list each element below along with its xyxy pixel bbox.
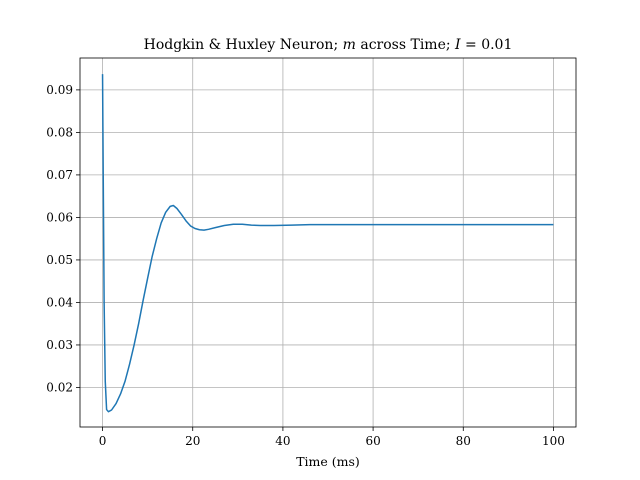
- y-tick-label: 0.03: [46, 338, 73, 352]
- ticks: 0 20 40 60 80 100 0.02 0.03 0.04 0.05 0.06 0.07 0.08…: [46, 83, 565, 448]
- x-tick-label: 100: [542, 434, 565, 448]
- title-var-m: m: [343, 37, 356, 53]
- title-middle: across Time;: [356, 37, 455, 53]
- y-tick-label: 0.07: [46, 168, 73, 182]
- x-tick-label: 40: [275, 434, 290, 448]
- title-suffix: = 0.01: [461, 37, 513, 53]
- x-tick-label: 80: [456, 434, 471, 448]
- x-tick-label: 0: [99, 434, 107, 448]
- y-tick-label: 0.04: [46, 295, 73, 309]
- x-axis-label: Time (ms): [296, 454, 360, 469]
- y-tick-label: 0.08: [46, 125, 73, 139]
- x-tick-label: 60: [365, 434, 380, 448]
- y-tick-label: 0.05: [46, 253, 73, 267]
- plot-frame: [79, 57, 577, 428]
- y-tick-label: 0.02: [46, 380, 73, 394]
- grid: [80, 58, 576, 427]
- series-line-m: [101, 74, 554, 413]
- title-var-i: I: [454, 37, 461, 53]
- y-tick-label: 0.06: [46, 210, 73, 224]
- chart-title: Hodgkin & Huxley Neuron; m across Time; …: [144, 37, 513, 53]
- x-tick-label: 20: [185, 434, 200, 448]
- title-prefix: Hodgkin & Huxley Neuron;: [144, 37, 343, 53]
- y-tick-label: 0.09: [46, 83, 73, 97]
